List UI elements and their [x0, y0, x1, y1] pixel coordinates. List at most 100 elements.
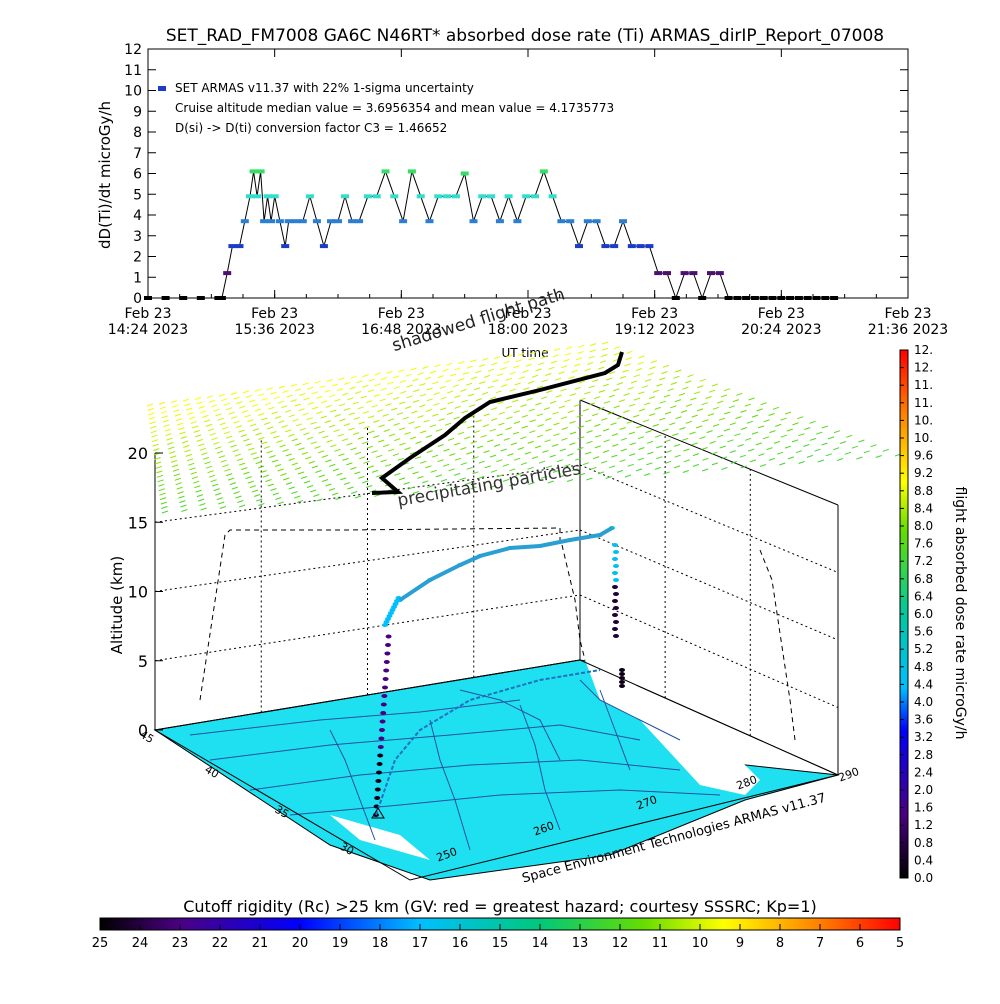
dose-field-tick [531, 456, 539, 460]
dose-field-tick [154, 457, 161, 460]
dose-field-tick [357, 406, 364, 410]
map-border-line [249, 759, 681, 791]
dose-field-tick [213, 488, 220, 492]
dose-field-tick [611, 454, 618, 458]
dose-field-tick [350, 466, 357, 470]
dose-field-tick [619, 427, 626, 430]
dose-field-tick [728, 405, 735, 409]
dose-field-tick [527, 380, 535, 384]
dose-rate-point [161, 296, 170, 300]
map-border-line [599, 689, 631, 771]
dose-rate-point [399, 219, 408, 224]
dose-field-tick [241, 467, 248, 471]
dose-field-tick [489, 396, 497, 400]
dose-field-tick [711, 451, 718, 455]
dose-field-tick [282, 449, 289, 452]
x-tick-label-time: 18:00 2023 [488, 322, 568, 338]
dose-field-tick [563, 358, 570, 362]
dose-field-tick [325, 483, 332, 487]
dose-field-tick [588, 385, 595, 389]
dose-field-tick [212, 483, 219, 487]
dose-field-tick [196, 494, 204, 498]
dose-rate-point [407, 169, 416, 174]
dose-field-tick [166, 437, 173, 441]
dose-field-tick [535, 368, 542, 372]
dose-field-tick [251, 404, 259, 407]
dose-field-tick [537, 424, 544, 427]
dose-field-tick [635, 368, 643, 371]
dose-field-tick [270, 431, 277, 434]
dose-field-tick [633, 374, 640, 378]
dose-field-tick [406, 384, 413, 388]
dose-field-tick [814, 448, 821, 452]
dose-field-tick [560, 388, 567, 392]
dose-rate-point [592, 219, 601, 224]
dose-field-tick [484, 465, 491, 469]
dose-field-tick [678, 392, 686, 396]
rigidity-colorbar-tick-label: 21 [252, 936, 269, 951]
dose-field-tick [529, 430, 536, 434]
flight-path-point [619, 676, 625, 680]
back-wall-grid-h [154, 529, 581, 592]
dose-field-tick [613, 388, 620, 392]
dose-field-tick [487, 385, 494, 389]
dose-field-tick [316, 411, 323, 415]
dose-field-tick [393, 386, 400, 390]
longitude-tick-label: 290 [837, 765, 861, 784]
dose-field-tick [568, 376, 575, 380]
dose-field-tick [362, 374, 369, 378]
dose-field-tick [446, 412, 454, 415]
y-tick-label: 10 [124, 84, 142, 100]
dose-field-tick [584, 391, 591, 395]
dose-field-tick [353, 416, 360, 420]
dose-field-tick [267, 483, 275, 487]
dose-field-tick [318, 474, 325, 478]
dose-field-tick [405, 373, 412, 377]
dose-field-tick [311, 465, 319, 469]
dose-field-tick [404, 447, 411, 451]
dose-field-tick [282, 390, 289, 394]
dose-field-tick [414, 456, 422, 460]
dose-field-tick [233, 420, 240, 424]
dose-rate-point [663, 271, 671, 276]
dose-field-tick [673, 375, 680, 379]
dose-field-tick [243, 471, 250, 475]
dose-field-tick [315, 470, 322, 473]
dose-field-tick [176, 422, 184, 426]
dose-field-tick [434, 364, 441, 368]
dose-field-tick [319, 385, 326, 389]
dose-field-tick [749, 459, 757, 463]
rigidity-colorbar-tick-label: 23 [172, 936, 189, 951]
dose-field-tick [442, 368, 449, 372]
dose-field-tick [763, 419, 770, 423]
dose-field-tick [385, 403, 392, 407]
latitude-tick-label: 40 [202, 763, 221, 781]
flight-path-point [612, 599, 618, 603]
dose-field-tick [525, 363, 532, 367]
dose-field-tick [466, 466, 473, 470]
dose-field-tick [185, 407, 193, 411]
dose-field-tick [294, 467, 302, 470]
dose-field-tick [685, 380, 692, 384]
dose-field-tick [625, 357, 632, 361]
dose-field-tick [482, 357, 489, 361]
dose-field-tick [302, 412, 309, 416]
dose-field-tick [538, 460, 546, 464]
dose-field-tick [709, 440, 716, 444]
dose-field-tick [735, 416, 742, 420]
dose-field-tick [586, 440, 593, 444]
dose-rate-point [566, 219, 575, 224]
dose-field-tick [659, 400, 666, 404]
dose-field-tick [663, 471, 670, 475]
dose-field-tick [585, 419, 592, 423]
dose-field-tick [363, 426, 370, 429]
dose-field-tick [175, 482, 182, 486]
dose-field-tick [649, 413, 656, 417]
rigidity-colorbar-tick-label: 8 [776, 936, 784, 951]
dose-field-tick [683, 459, 690, 463]
dose-field-tick [513, 410, 520, 414]
dose-field-tick [564, 399, 571, 403]
dose-field-tick [612, 443, 619, 447]
dose-field-tick [468, 404, 476, 408]
